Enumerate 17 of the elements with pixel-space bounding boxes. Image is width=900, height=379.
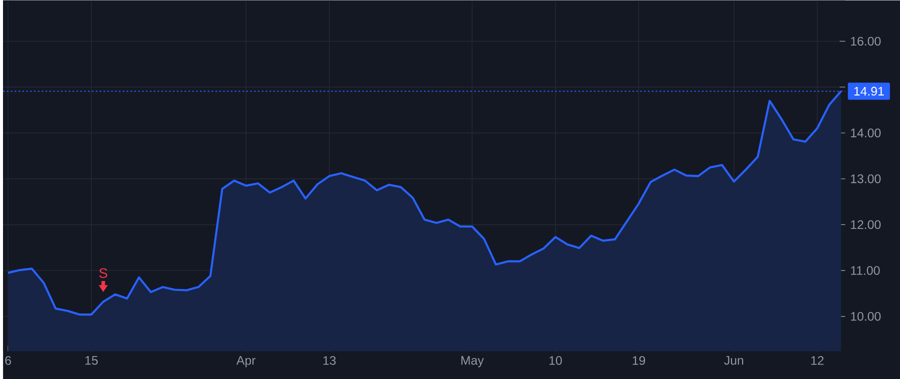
x-tick-label: May [461, 356, 484, 368]
y-tick-label: 14.00 [851, 128, 881, 138]
x-tick-label: 15 [85, 356, 98, 365]
y-tick-label: 11.00 [851, 266, 880, 275]
x-tick-label: Jun [724, 356, 744, 365]
x-tick-label: 12 [811, 356, 824, 365]
x-tick-label: 6 [5, 356, 11, 365]
y-tick-label: 12.00 [851, 220, 881, 229]
x-tick-label: 13 [323, 356, 336, 365]
ref-line-label: 14.91 [854, 86, 884, 96]
x-tick-label: Apr [236, 356, 256, 368]
y-tick-label: 13.00 [851, 174, 881, 184]
annotation: S [99, 268, 108, 278]
x-tick-label: 10 [549, 356, 562, 365]
x-tick-label: 19 [632, 356, 646, 365]
y-tick-label: 10.00 [851, 312, 881, 321]
y-tick-label: 16.00 [851, 36, 881, 46]
